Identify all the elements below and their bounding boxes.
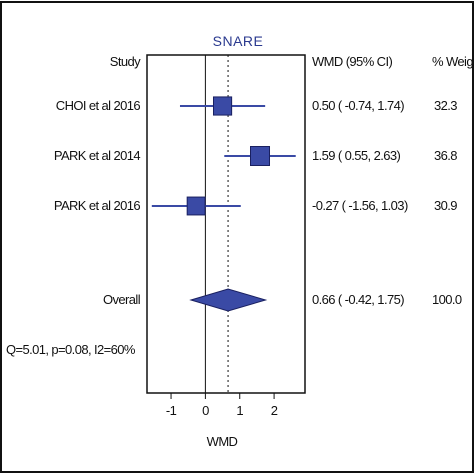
x-tick-label: 2 (271, 403, 278, 418)
study-ci-text: 1.59 ( 0.55, 2.63) (312, 148, 400, 163)
overall-label: Overall (103, 292, 141, 307)
study-ci-text: 0.50 ( -0.74, 1.74) (312, 98, 404, 113)
study-label: PARK et al 2016 (54, 198, 141, 213)
x-axis-title: WMD (207, 434, 238, 449)
study-effect-marker (212, 96, 233, 116)
header-effect: WMD (95% CI) (312, 54, 392, 69)
x-tick-label: 0 (202, 403, 209, 418)
x-tick-label: 1 (236, 403, 243, 418)
overall-ci-text: 0.66 ( -0.42, 1.75) (312, 292, 404, 307)
x-tick-label: -1 (166, 403, 177, 418)
overall-diamond (189, 288, 268, 312)
plot-panel (146, 54, 306, 394)
study-label: PARK et al 2014 (54, 148, 141, 163)
study-ci-text: -0.27 ( -1.56, 1.03) (312, 198, 408, 213)
heterogeneity-stats: Q=5.01, p=0.08, I2=60% (6, 342, 136, 357)
overall-weight: 100.0 (432, 292, 462, 307)
study-weight: 32.3 (434, 98, 457, 113)
study-effect-marker (186, 196, 206, 216)
header-study: Study (110, 54, 141, 69)
chart-title: SNARE (213, 33, 264, 49)
study-weight: 36.8 (434, 148, 457, 163)
study-weight: 30.9 (434, 198, 457, 213)
header-weight: % Weight (432, 54, 474, 69)
study-effect-marker (250, 146, 271, 166)
plot-layer: CHOI et al 2016 0.50 ( -0.74, 1.74) 32.3 PA… (54, 55, 463, 418)
study-label: CHOI et al 2016 (56, 98, 141, 113)
